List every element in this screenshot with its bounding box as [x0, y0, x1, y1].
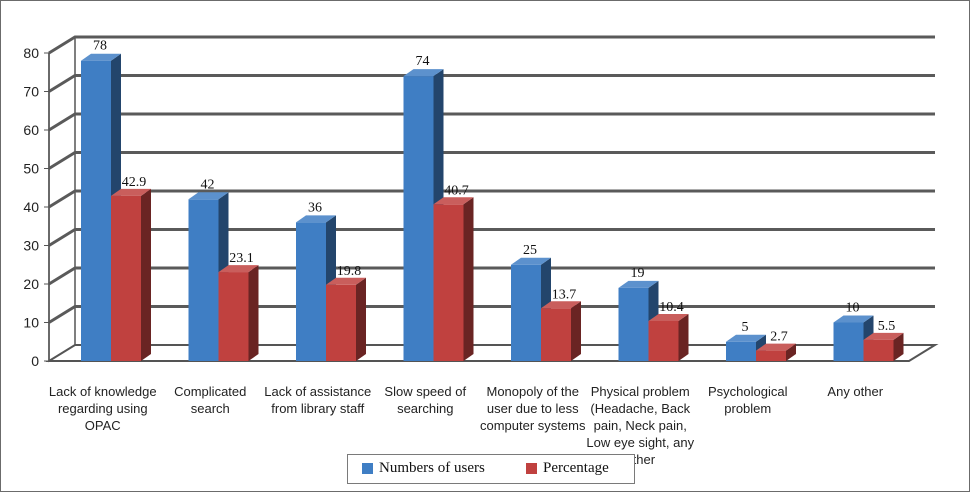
- data-label-percentage-4: 13.7: [552, 287, 577, 302]
- bar-percentage-4: [541, 301, 581, 361]
- data-label-users-4: 25: [523, 243, 537, 258]
- bar-percentage-3: [433, 197, 474, 361]
- legend-swatch-users: [362, 463, 373, 474]
- data-label-percentage-3: 40.7: [444, 183, 469, 198]
- legend-item-percentage: Percentage: [526, 460, 609, 477]
- legend-swatch-percentage: [526, 463, 537, 474]
- x-category-label-1: Complicated search: [174, 384, 247, 416]
- y-tick-label: 0: [31, 353, 39, 369]
- y-tick-label: 50: [23, 161, 39, 177]
- data-label-percentage-0: 42.9: [122, 175, 147, 190]
- gridline: [48, 112, 935, 132]
- bar-percentage-1: [218, 265, 259, 361]
- bar-percentage-5: [648, 313, 689, 361]
- x-category-label-4: Monopoly of the user due to less compute…: [480, 384, 586, 433]
- bar-percentage-2: [326, 277, 366, 361]
- y-tick-label: 20: [23, 276, 39, 292]
- gridline: [48, 151, 935, 170]
- x-category-label-0: Lack of knowledge regarding using OPAC: [48, 384, 157, 433]
- y-tick-label: 40: [23, 199, 39, 215]
- x-category-label-3: Slow speed of searching: [384, 384, 467, 416]
- x-category-label-7: Any other: [827, 384, 884, 399]
- data-label-users-0: 78: [93, 39, 107, 54]
- data-label-users-2: 36: [308, 200, 322, 215]
- chart-walls: [45, 35, 939, 363]
- bar-percentage-7: [863, 332, 904, 361]
- gridline: [48, 74, 935, 93]
- x-category-label-6: Psychological problem: [708, 384, 788, 416]
- legend-label-users: Numbers of users: [379, 460, 485, 476]
- y-tick-label: 60: [23, 122, 39, 138]
- gridlines: [48, 35, 935, 324]
- gridline: [48, 228, 935, 247]
- y-tick-label: 70: [23, 84, 39, 100]
- data-label-percentage-6: 2.7: [770, 330, 788, 345]
- data-label-users-5: 19: [631, 266, 645, 281]
- bar-chart: 0 10 20 30 40 50 60 70 80 78 42.9 42 23.1 36 19.8 74 40…: [23, 35, 939, 369]
- gridline: [48, 189, 935, 209]
- legend-label-percentage: Percentage: [543, 460, 609, 476]
- data-labels: 78 42.9 42 23.1 36 19.8 74 40.7 25 13.7 19 10.4 5 2.7…: [93, 39, 895, 345]
- legend-item-users: Numbers of users: [362, 460, 485, 477]
- y-tick-label: 80: [23, 45, 39, 61]
- bar-percentage-6: [756, 343, 796, 361]
- data-label-percentage-2: 19.8: [337, 264, 362, 279]
- data-label-percentage-5: 10.4: [659, 300, 684, 315]
- data-label-percentage-7: 5.5: [878, 319, 896, 334]
- bars: [81, 53, 904, 361]
- gridline: [48, 35, 935, 55]
- x-category-label-2: Lack of assistance from library staff: [264, 384, 372, 416]
- data-label-users-6: 5: [742, 320, 749, 335]
- legend: Numbers of users Percentage: [347, 454, 635, 484]
- data-label-users-7: 10: [846, 301, 860, 316]
- gridline: [48, 266, 935, 286]
- data-label-percentage-1: 23.1: [229, 251, 254, 266]
- bar-percentage-0: [111, 188, 151, 361]
- data-label-users-3: 74: [416, 54, 430, 69]
- data-label-users-1: 42: [201, 177, 215, 192]
- y-tick-label: 10: [23, 315, 39, 331]
- y-tick-label: 30: [23, 238, 39, 254]
- floor: [45, 344, 939, 362]
